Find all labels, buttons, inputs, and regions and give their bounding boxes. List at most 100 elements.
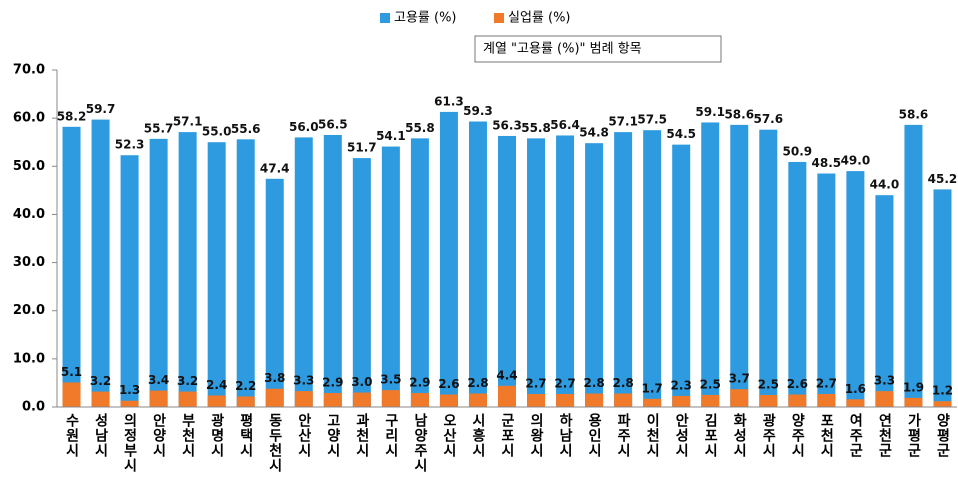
y-tick-label: 60.0: [13, 111, 45, 126]
bar: [846, 171, 865, 407]
bar: [498, 385, 516, 407]
bar: [352, 158, 371, 407]
legend-label: 고용률 (%): [394, 11, 457, 26]
value-label: 5.1: [61, 365, 82, 379]
bar: [91, 391, 110, 407]
bar: [614, 132, 633, 407]
bar: [643, 398, 662, 407]
bar: [730, 124, 749, 407]
bar: [701, 122, 720, 408]
bar: [439, 111, 458, 408]
bar: [468, 393, 487, 407]
x-tick-label: 하남시: [557, 412, 573, 458]
y-tick-label: 50.0: [13, 159, 45, 174]
value-label: 1.9: [903, 380, 924, 394]
value-label: 2.7: [554, 377, 575, 391]
bar: [149, 138, 168, 407]
bar: [672, 395, 691, 407]
value-label: 4.4: [496, 368, 517, 382]
bar: [149, 390, 168, 407]
bar: [759, 129, 778, 407]
x-tick-label: 부천시: [180, 413, 196, 458]
bar: [120, 155, 139, 407]
tooltip: 계열 "고용률 (%)" 범례 항목: [483, 42, 642, 57]
bar: [236, 396, 255, 407]
bar: [846, 399, 865, 407]
bar: [265, 388, 284, 407]
x-tick-label: 여주군: [847, 412, 863, 458]
bar: [91, 119, 110, 407]
bar: [178, 132, 197, 407]
value-label: 47.4: [260, 161, 290, 175]
bar: [904, 124, 923, 407]
value-label: 2.5: [700, 377, 721, 391]
bar: [904, 397, 923, 407]
y-tick-label: 70.0: [13, 63, 45, 78]
value-label: 2.8: [612, 376, 633, 390]
value-label: 44.0: [870, 178, 900, 192]
value-label: 57.1: [608, 115, 638, 129]
bar: [527, 394, 546, 407]
value-label: 58.6: [724, 107, 754, 121]
value-label: 3.5: [380, 373, 401, 387]
value-label: 56.3: [492, 118, 522, 132]
bar: [585, 393, 604, 407]
value-label: 54.5: [666, 127, 696, 141]
bar: [817, 173, 836, 407]
value-label: 2.8: [583, 376, 604, 390]
x-tick-label: 연천군: [876, 413, 892, 458]
value-label: 59.1: [695, 105, 725, 119]
x-tick-label: 평택시: [238, 412, 254, 458]
x-tick-label: 광주시: [760, 412, 776, 458]
bar: [701, 394, 720, 407]
value-label: 3.3: [293, 374, 314, 388]
value-label: 2.6: [438, 377, 459, 391]
value-label: 3.7: [729, 372, 750, 386]
x-tick-label: 포천시: [818, 413, 834, 458]
value-label: 3.4: [148, 373, 169, 387]
bar: [294, 391, 313, 407]
bar: [875, 391, 894, 407]
value-label: 3.8: [264, 371, 285, 385]
bar: [788, 394, 807, 407]
value-label: 1.2: [932, 384, 953, 398]
value-label: 55.0: [202, 125, 232, 139]
value-label: 3.2: [177, 374, 198, 388]
x-tick-label: 안양시: [151, 412, 167, 458]
value-label: 2.2: [235, 379, 256, 393]
value-label: 57.1: [173, 115, 203, 129]
bar: [62, 382, 81, 407]
x-tick-label: 오산시: [441, 413, 457, 458]
bar: [207, 395, 226, 407]
bar: [236, 139, 255, 407]
x-tick-label: 가평군: [905, 413, 921, 458]
legend-swatch: [380, 13, 390, 23]
x-tick-label: 이천시: [644, 412, 660, 458]
bar: [265, 178, 284, 407]
x-tick-label: 양평군: [934, 413, 950, 458]
value-label: 1.3: [119, 383, 140, 397]
value-label: 2.3: [671, 378, 692, 392]
x-tick-label: 남양주시: [412, 412, 428, 473]
value-label: 56.0: [289, 120, 319, 134]
bar: [381, 390, 400, 407]
bar: [527, 138, 546, 407]
bar: [323, 134, 342, 407]
x-tick-label: 김포시: [702, 412, 718, 458]
value-label: 1.7: [642, 381, 663, 395]
value-label: 1.6: [845, 382, 866, 396]
tooltip-box: [474, 35, 722, 63]
value-label: 2.9: [409, 376, 430, 390]
x-tick-label: 과천시: [354, 413, 370, 458]
bar: [817, 394, 836, 407]
y-tick-label: 20.0: [13, 303, 45, 318]
x-tick-label: 양주시: [789, 413, 805, 458]
bar: [730, 389, 749, 407]
x-tick-label: 동두천시: [267, 413, 283, 473]
bar: [672, 144, 691, 407]
bar: [556, 135, 575, 407]
x-tick-label: 성남시: [93, 413, 109, 458]
x-tick-label: 구리시: [383, 413, 399, 458]
value-label: 3.0: [351, 375, 372, 389]
